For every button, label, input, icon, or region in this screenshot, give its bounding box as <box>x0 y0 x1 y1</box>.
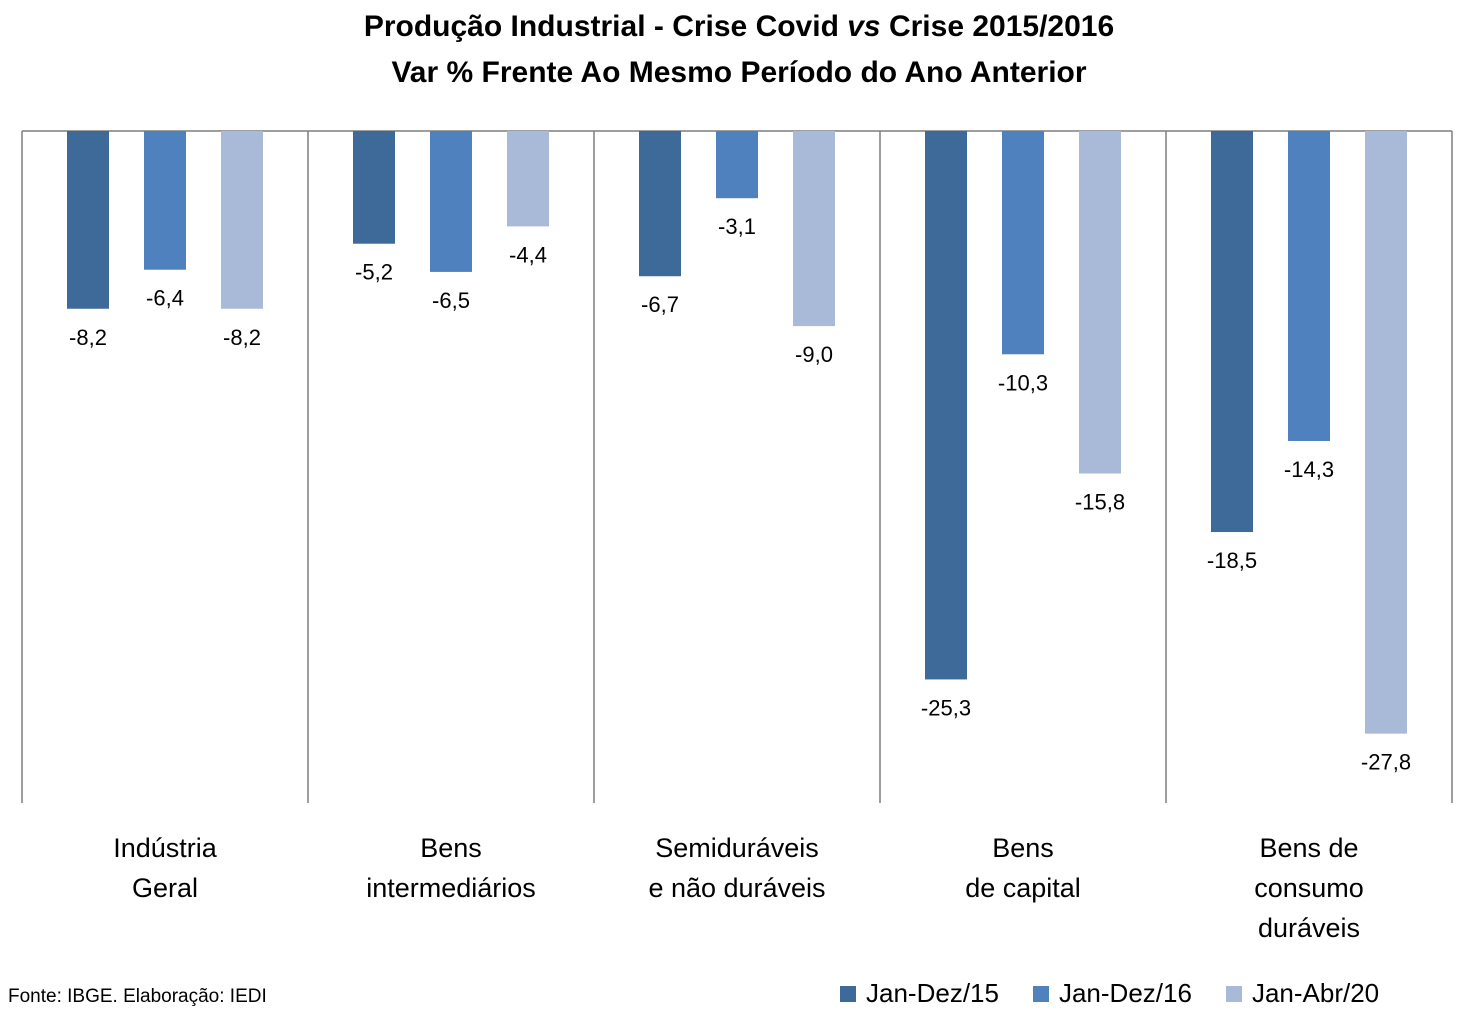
title-text-a: Produção Industrial - Crise Covid <box>363 10 848 43</box>
legend-label: Jan-Dez/15 <box>866 978 999 1008</box>
category-label: Bens <box>992 833 1054 863</box>
legend-label: Jan-Abr/20 <box>1251 978 1380 1008</box>
category-label: Semiduráveis <box>655 833 819 863</box>
data-label: -8,2 <box>223 325 261 350</box>
data-label: -25,3 <box>921 695 971 720</box>
category-label: de capital <box>965 873 1081 903</box>
legend-item: Jan-Dez/15 <box>840 978 999 1009</box>
bar <box>1079 131 1121 474</box>
category-label: Indústria <box>113 833 218 863</box>
data-label: -6,5 <box>432 288 470 313</box>
legend-swatch <box>1032 985 1049 1002</box>
legend-item: Jan-Abr/20 <box>1225 978 1380 1009</box>
data-label: -5,2 <box>355 260 393 285</box>
bar <box>507 131 549 227</box>
bar <box>353 131 395 244</box>
data-label: -18,5 <box>1207 548 1257 573</box>
category-label: Bens de <box>1259 833 1358 863</box>
data-label: -8,2 <box>69 325 107 350</box>
bar <box>430 131 472 272</box>
title-text-vs: vs <box>847 10 881 43</box>
data-label: -4,4 <box>509 242 547 267</box>
data-label: -15,8 <box>1075 490 1125 515</box>
bar <box>144 131 186 270</box>
data-label: -10,3 <box>998 370 1048 395</box>
bar <box>1365 131 1407 734</box>
category-label: Bens <box>420 833 482 863</box>
category-label: intermediários <box>366 873 536 903</box>
source-note: Fonte: IBGE. Elaboração: IEDI <box>8 986 267 1007</box>
data-label: -14,3 <box>1284 457 1334 482</box>
chart-legend: Jan-Dez/15 Jan-Dez/16 Jan-Abr/20 <box>840 978 1379 1009</box>
bar <box>67 131 109 309</box>
category-label: consumo <box>1254 873 1364 903</box>
data-label: -3,1 <box>718 214 756 239</box>
category-label: duráveis <box>1258 913 1360 943</box>
category-label: Geral <box>132 873 198 903</box>
bar <box>1288 131 1330 441</box>
legend-label: Jan-Dez/16 <box>1058 978 1192 1008</box>
legend-swatch <box>840 985 856 1002</box>
bar <box>925 131 967 680</box>
bar <box>793 131 835 327</box>
bar <box>221 131 263 309</box>
bar <box>716 131 758 199</box>
chart-title-line1: Produção Industrial - Crise Covid vs Cri… <box>0 6 1478 48</box>
legend-item: Jan-Dez/16 <box>1032 978 1192 1009</box>
title-text-c: Crise 2015/2016 <box>880 10 1115 43</box>
data-label: -9,0 <box>795 342 833 367</box>
bar <box>639 131 681 277</box>
category-label: e não duráveis <box>648 873 825 903</box>
data-label: -6,7 <box>641 292 679 317</box>
bar <box>1002 131 1044 355</box>
legend-swatch <box>1225 985 1242 1002</box>
data-label: -6,4 <box>146 286 184 311</box>
data-label: -27,8 <box>1361 750 1411 775</box>
chart-title-line2: Var % Frente Ao Mesmo Período do Ano Ant… <box>391 56 1087 89</box>
bar <box>1211 131 1253 533</box>
